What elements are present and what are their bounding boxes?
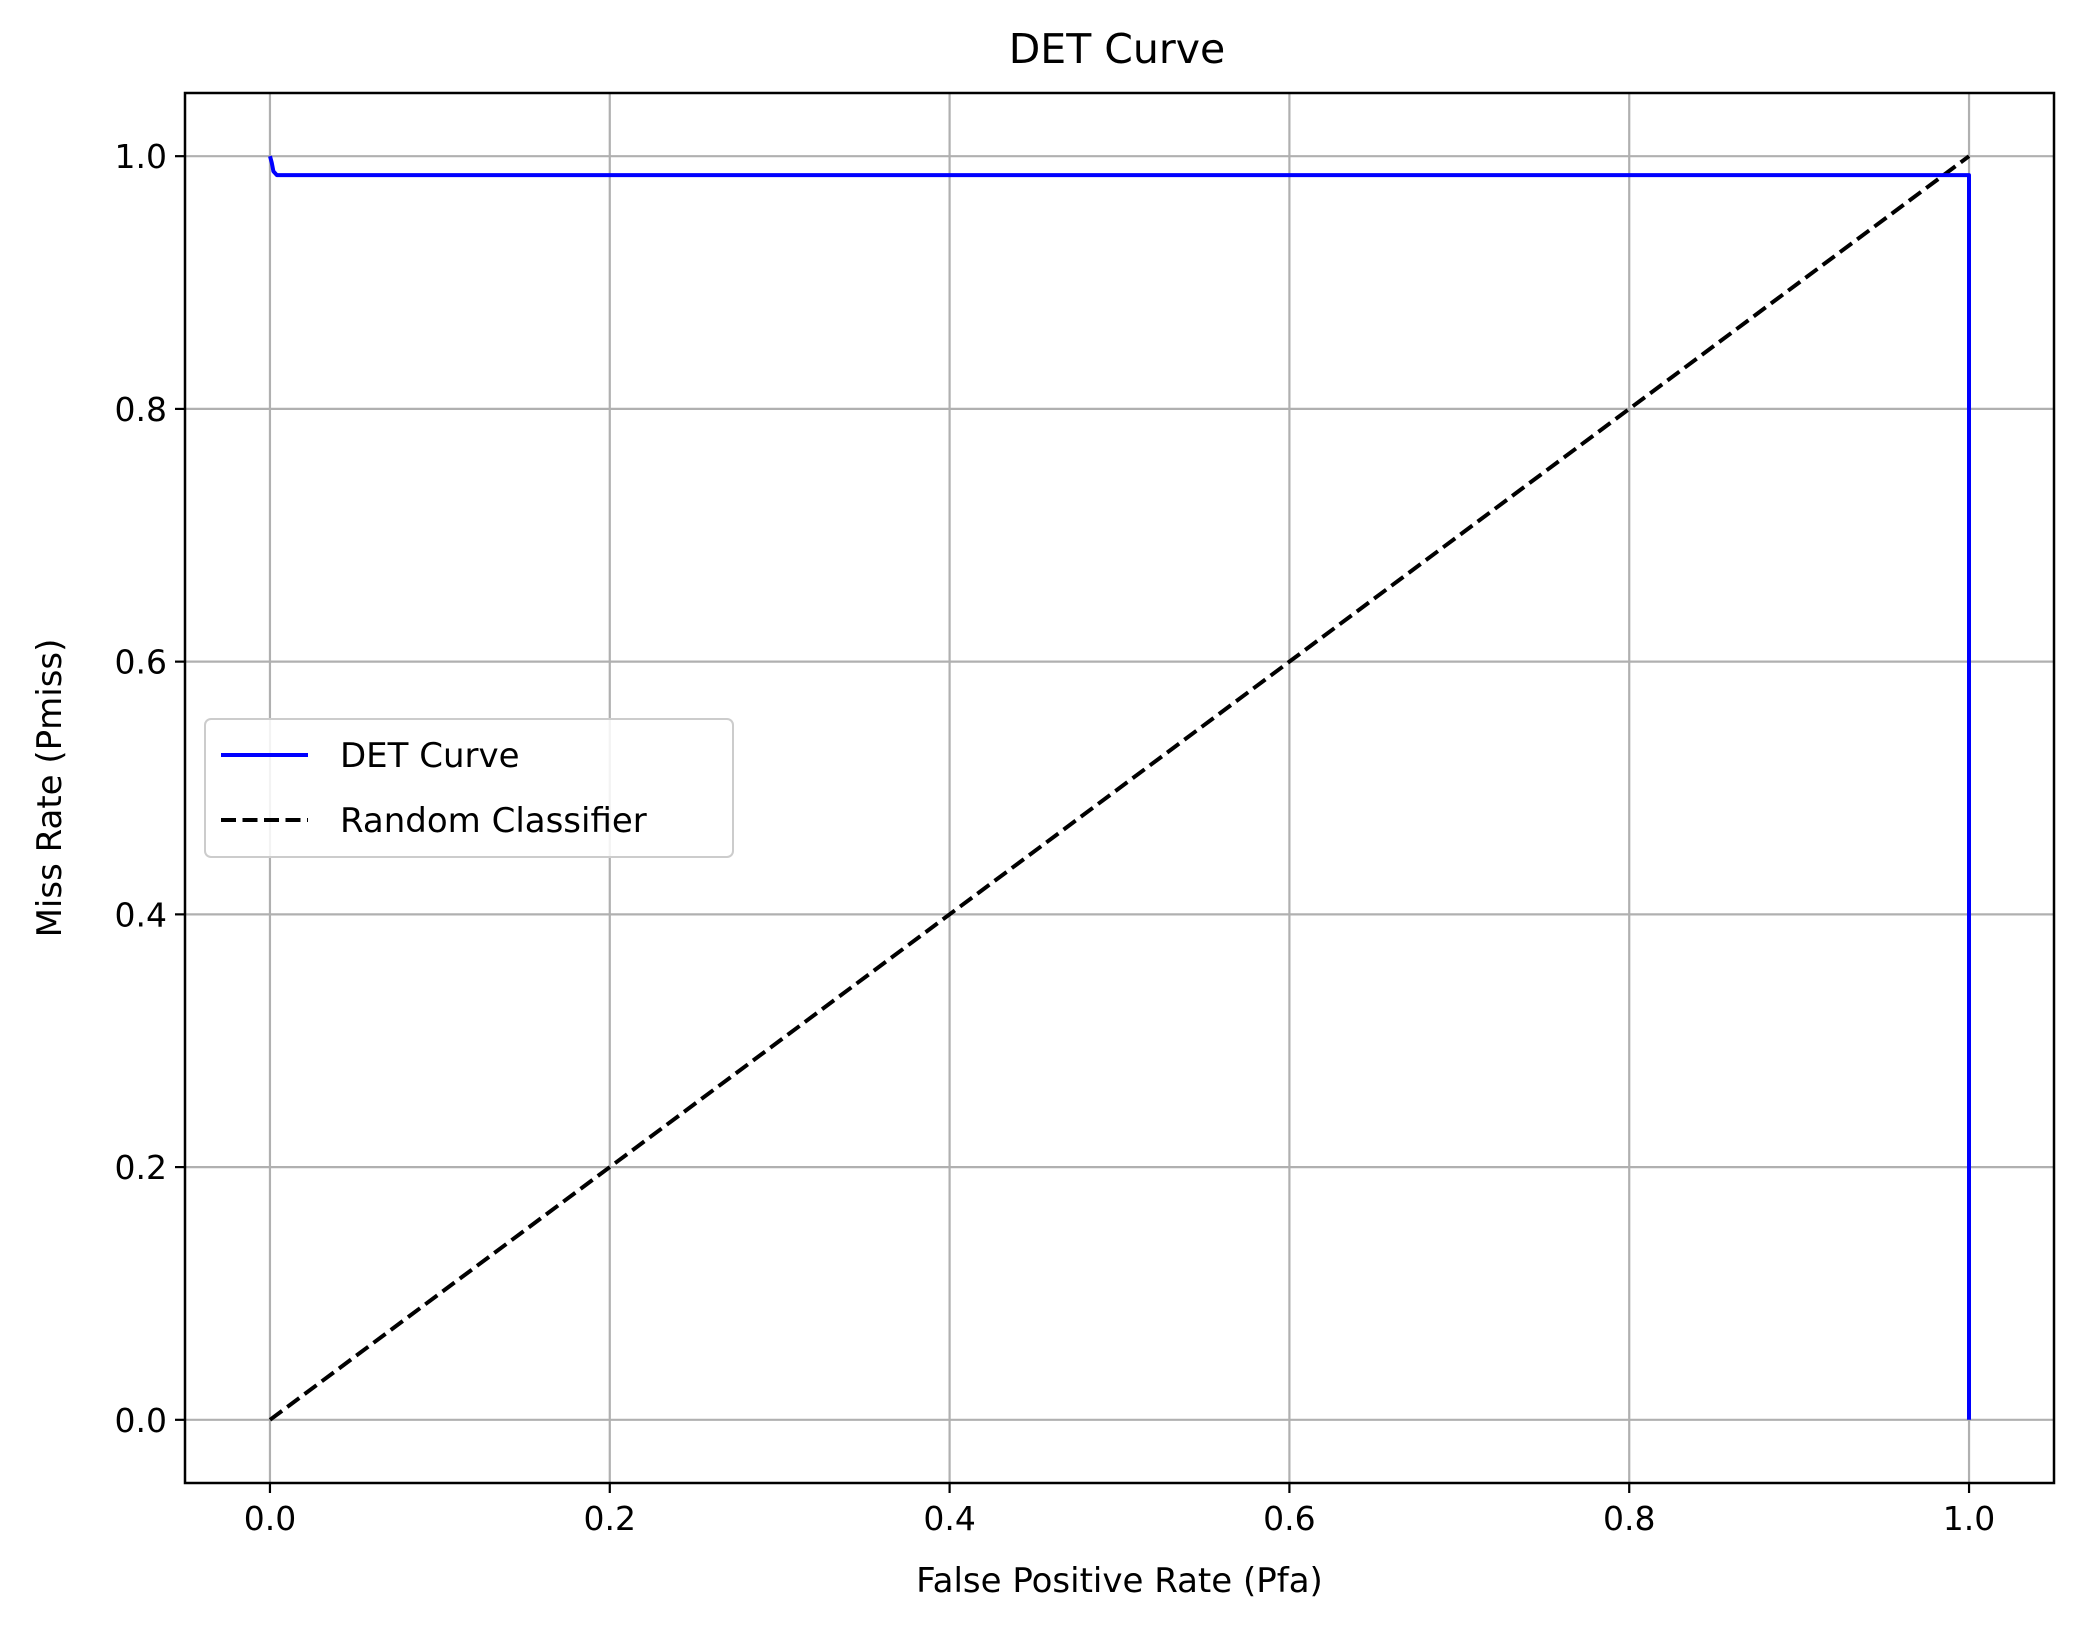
y-axis-label: Miss Rate (Pmiss) [30, 639, 70, 938]
random-classifier-line [268, 154, 1971, 1422]
x-tick-label: 0.0 [244, 1499, 296, 1538]
x-axis-label: False Positive Rate (Pfa) [916, 1561, 1323, 1601]
y-tick-label: 0.2 [115, 1148, 167, 1187]
legend-label-det-curve: DET Curve [340, 736, 520, 776]
x-tick-label: 0.4 [923, 1499, 975, 1538]
x-tick-label: 0.6 [1263, 1499, 1315, 1538]
legend: DET Curve Random Classifier [204, 718, 734, 858]
y-tick-label: 1.0 [115, 137, 167, 176]
legend-box [204, 718, 734, 858]
y-tick-label: 0.4 [115, 895, 167, 934]
y-tick-label: 0.0 [115, 1401, 167, 1440]
x-tick-label: 1.0 [1943, 1499, 1995, 1538]
series-layer [268, 154, 1971, 1422]
legend-label-random-classifier: Random Classifier [340, 801, 647, 841]
plot-frame [183, 91, 2056, 1485]
det-curve-line [268, 155, 1971, 1420]
y-tick-label: 0.6 [115, 643, 167, 682]
y-tick-label: 0.8 [115, 390, 167, 429]
x-tick-label: 0.2 [584, 1499, 636, 1538]
ticks: 0.0 0.2 0.4 0.6 0.8 1.0 0.0 0.2 0.4 0.6 0.8 1.0 [115, 137, 1996, 1538]
chart-title: DET Curve [1009, 25, 1226, 73]
x-tick-label: 0.8 [1603, 1499, 1655, 1538]
